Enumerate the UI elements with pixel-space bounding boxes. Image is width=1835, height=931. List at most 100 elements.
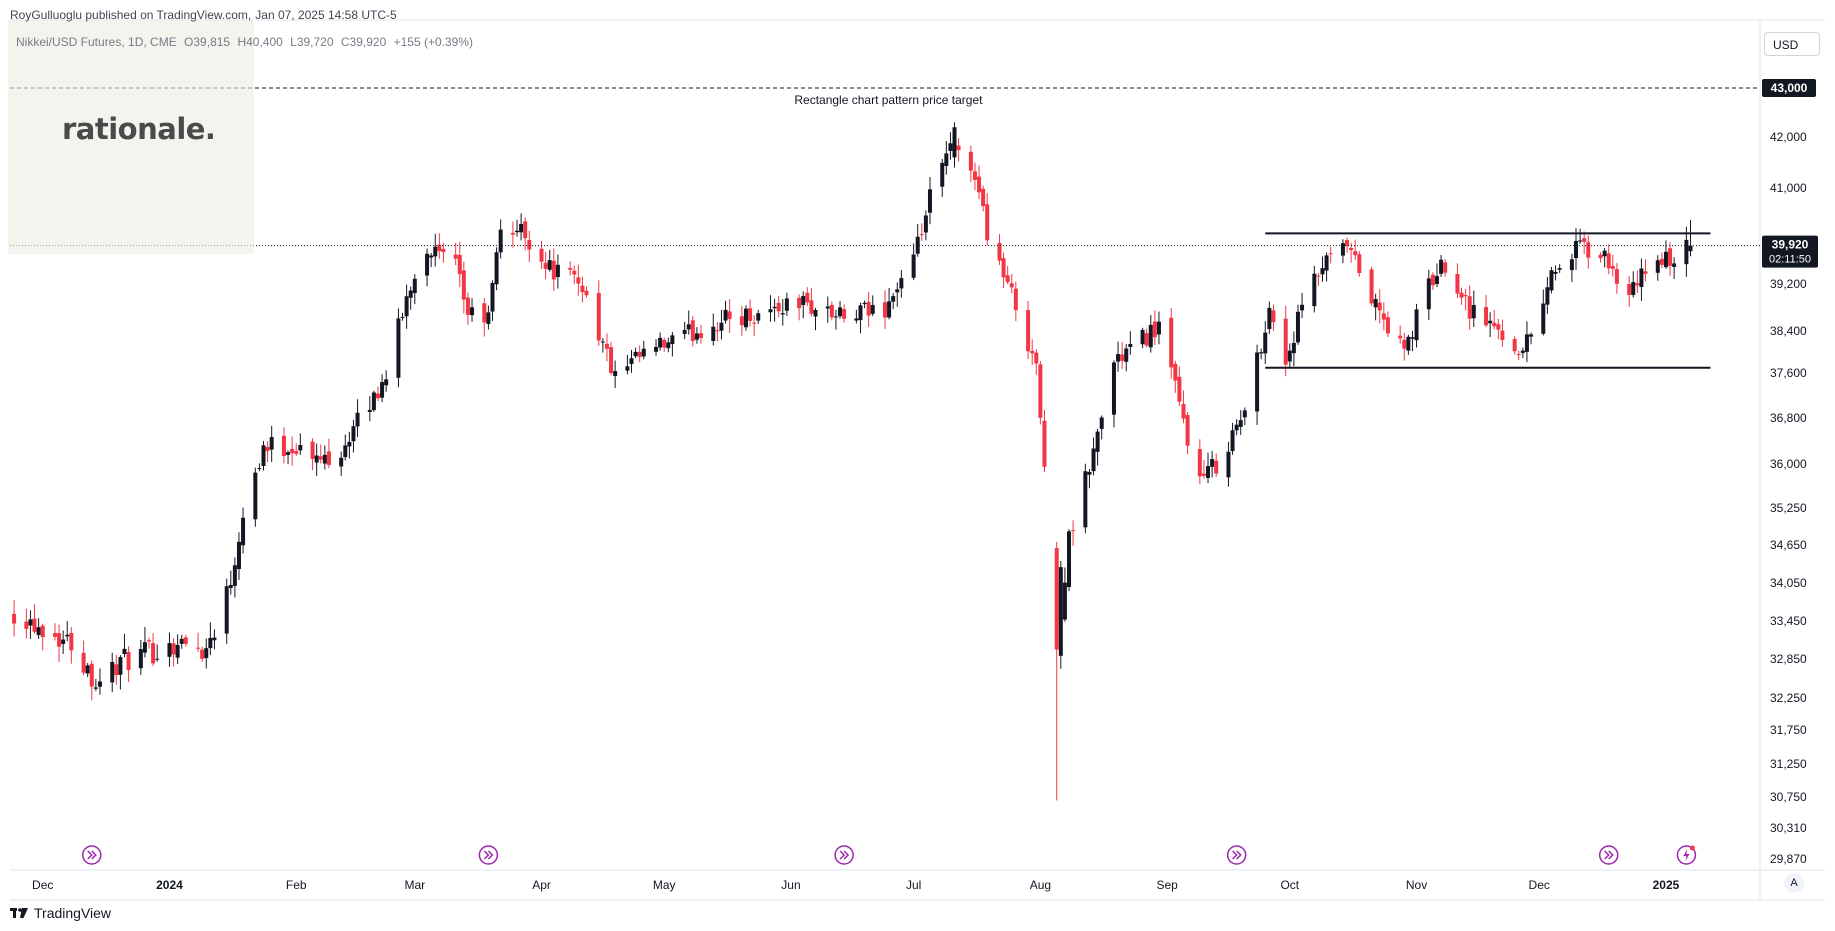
dividend-event-icon[interactable] [1676, 845, 1697, 865]
candle-body [1120, 354, 1125, 361]
candle-body [1684, 239, 1689, 265]
candle-body [175, 644, 180, 658]
candle-body [944, 153, 949, 166]
candle-body [1471, 304, 1476, 319]
candle-body [719, 322, 724, 331]
tradingview-brand-text: TradingView [34, 905, 112, 921]
candle-body [551, 260, 556, 280]
ohlc-low: L39,720 [290, 35, 334, 49]
economic-event-icon[interactable] [1226, 845, 1247, 865]
candle-body [1574, 240, 1579, 258]
candle-body [1267, 307, 1272, 330]
publish-credit: RoyGulluoglu published on TradingView.co… [10, 8, 397, 22]
candle-body [380, 382, 385, 398]
tradingview-brand[interactable]: TradingView [10, 905, 111, 921]
candle-body [842, 309, 847, 319]
candle-body [167, 643, 172, 657]
economic-event-icon[interactable] [834, 845, 854, 865]
candle-body [1349, 247, 1354, 251]
candle-body [670, 335, 675, 345]
bar-countdown-label: 02:11:50 [1769, 254, 1811, 266]
candle-body [968, 151, 973, 171]
price-tick-label: 38,400 [1770, 324, 1807, 338]
time-tick-label: Dec [1529, 878, 1550, 892]
candle-body [1156, 321, 1161, 335]
candle-body [1663, 251, 1668, 268]
candle-body [453, 254, 458, 259]
candle-body [1124, 348, 1129, 362]
candle-body [1553, 271, 1558, 274]
candle-body [384, 379, 389, 386]
candle-body [326, 451, 331, 465]
candle-body [1434, 276, 1439, 284]
candle-body [1606, 253, 1611, 269]
candle-body [1516, 354, 1521, 356]
auto-scale-button[interactable]: A [1784, 873, 1804, 893]
candle-body [200, 649, 205, 659]
price-tick-label: 35,250 [1770, 501, 1807, 515]
candle-body [510, 232, 515, 235]
candle-body [891, 296, 896, 302]
candle-body [1320, 268, 1325, 275]
candle-body [1152, 321, 1157, 338]
candle-body [838, 307, 843, 317]
candle-body [629, 358, 634, 364]
candle-body [1463, 295, 1468, 297]
candle-body [911, 254, 916, 278]
economic-event-icon[interactable] [1598, 845, 1619, 865]
candle-body [1173, 363, 1178, 381]
time-tick-label: Sep [1156, 878, 1178, 892]
symbol-name: Nikkei/USD Futures, 1D, CME [16, 35, 177, 49]
candle-body [854, 318, 859, 321]
price-tick-label: 32,850 [1770, 652, 1807, 666]
candle-body [1549, 270, 1554, 291]
candle-body [1066, 531, 1071, 588]
candle-body [1197, 449, 1202, 477]
candle-body [1614, 269, 1619, 284]
candle-body [699, 333, 704, 338]
candle-body [1414, 309, 1419, 341]
candle-body [314, 455, 319, 463]
candle-body [1398, 335, 1403, 339]
candle-body [870, 304, 875, 314]
candle-body [1238, 420, 1243, 427]
time-tick-label: Dec [32, 878, 53, 892]
candle-body [1369, 269, 1374, 304]
candle-body [61, 639, 66, 644]
candle-body [739, 316, 744, 326]
candle-body [1688, 245, 1693, 252]
candle-body [523, 221, 528, 239]
candle-body [465, 297, 470, 315]
candle-body [12, 613, 17, 624]
candle-body [118, 657, 123, 675]
economic-event-icon[interactable] [82, 845, 102, 865]
candle-body [343, 445, 348, 458]
candle-body [151, 643, 156, 664]
currency-button[interactable]: USD [1764, 32, 1820, 56]
time-axis-ticks: Dec 2024 Feb Mar Apr May Jun Jul Aug Sep Oct Nov Dec… [32, 878, 1680, 892]
candle-body [433, 246, 438, 257]
candle-body [654, 347, 659, 352]
candle-body [322, 454, 327, 464]
candle-body [613, 371, 618, 377]
price-tick-label: 36,000 [1770, 457, 1807, 471]
economic-event-icon[interactable] [478, 845, 499, 865]
candle-body [126, 652, 131, 671]
candle-body [1459, 292, 1464, 298]
candle-body [883, 302, 887, 318]
candle-body [862, 302, 867, 305]
candle-body [658, 337, 663, 348]
candle-body [756, 313, 761, 321]
candle-body [1091, 448, 1096, 472]
candle-body [1357, 254, 1362, 273]
time-tick-label: Oct [1280, 878, 1299, 892]
time-tick-label: Nov [1406, 878, 1427, 892]
candle-body [1116, 354, 1121, 362]
candle-body [743, 308, 748, 328]
price-tick-label: 34,050 [1770, 576, 1807, 590]
candle-body [1655, 260, 1660, 273]
candle-body [1668, 248, 1673, 266]
candle-body [1406, 336, 1411, 351]
candle-body [1488, 320, 1493, 324]
